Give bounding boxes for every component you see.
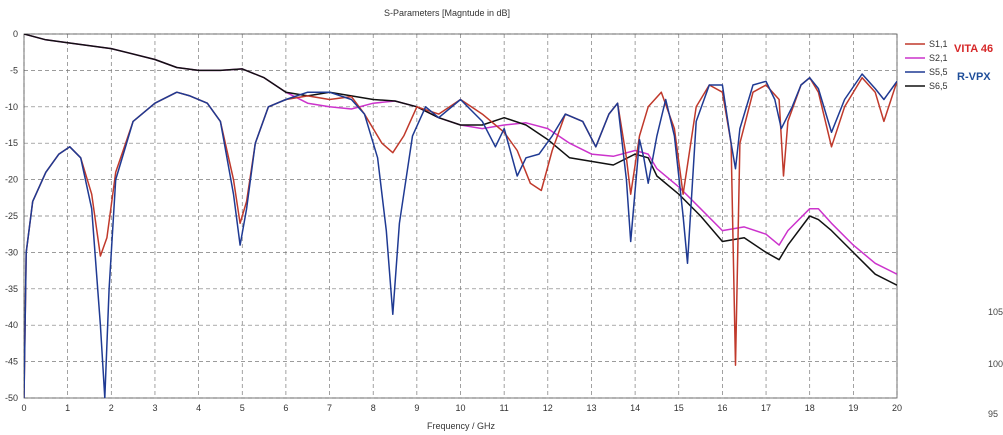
x-tick-label: 0 [21, 403, 26, 413]
x-tick-label: 8 [371, 403, 376, 413]
x-tick-label: 11 [499, 403, 508, 413]
x-tick-label: 13 [586, 403, 596, 413]
x-tick-label: 7 [327, 403, 332, 413]
y-tick-label: -10 [5, 102, 18, 112]
plot-axes: 0 1 2 3 4 5 6 7 8 9 10 11 12 13 14 15 16 17 18 19 200-5-10-1… [5, 29, 902, 413]
y-tick-label: -40 [5, 320, 18, 330]
y-tick-label: -5 [10, 65, 18, 75]
side-number: 95 [988, 409, 998, 419]
x-tick-label: 20 [892, 403, 902, 413]
y-tick-label: -50 [5, 393, 18, 403]
side-numbers: 105 100 95 [988, 307, 1003, 419]
x-tick-label: 1 [65, 403, 70, 413]
x-tick-label: 19 [848, 403, 858, 413]
x-tick-label: 5 [240, 403, 245, 413]
y-tick-label: -35 [5, 284, 18, 294]
legend-label: S5,5 [929, 67, 948, 77]
x-tick-label: 16 [717, 403, 727, 413]
x-tick-label: 12 [543, 403, 553, 413]
series-lines [24, 34, 897, 398]
side-number: 100 [988, 359, 1003, 369]
legend-label: S2,1 [929, 53, 948, 63]
y-tick-label: -45 [5, 357, 18, 367]
chart-title: S-Parameters [Magntude in dB] [384, 8, 510, 18]
annotation-label: VITA 46 [954, 43, 993, 55]
x-tick-label: 17 [761, 403, 771, 413]
legend-label: S1,1 [929, 39, 948, 49]
x-axis-label: Frequency / GHz [427, 421, 496, 431]
x-tick-label: 10 [455, 403, 465, 413]
x-tick-label: 18 [805, 403, 815, 413]
y-tick-label: -20 [5, 175, 18, 185]
x-tick-label: 6 [283, 403, 288, 413]
y-tick-label: -30 [5, 247, 18, 257]
x-tick-label: 3 [152, 403, 157, 413]
series-line-S6-5 [24, 34, 897, 286]
x-tick-label: 9 [414, 403, 419, 413]
legend-label: S6,5 [929, 81, 948, 91]
y-tick-label: 0 [13, 29, 18, 39]
y-tick-label: -25 [5, 211, 18, 221]
side-number: 105 [988, 307, 1003, 317]
annotations: VITA 46 R-VPX [954, 43, 993, 83]
legend: S1,1 S2,1 S5,5 S6,5 [905, 39, 948, 91]
series-line-S5-5 [24, 73, 897, 398]
y-tick-label: -15 [5, 138, 18, 148]
x-tick-label: 15 [674, 403, 684, 413]
x-tick-label: 2 [109, 403, 114, 413]
x-tick-label: 4 [196, 403, 201, 413]
x-tick-label: 14 [630, 403, 640, 413]
plot-frame [23, 33, 898, 399]
annotation-label: R-VPX [957, 71, 991, 83]
